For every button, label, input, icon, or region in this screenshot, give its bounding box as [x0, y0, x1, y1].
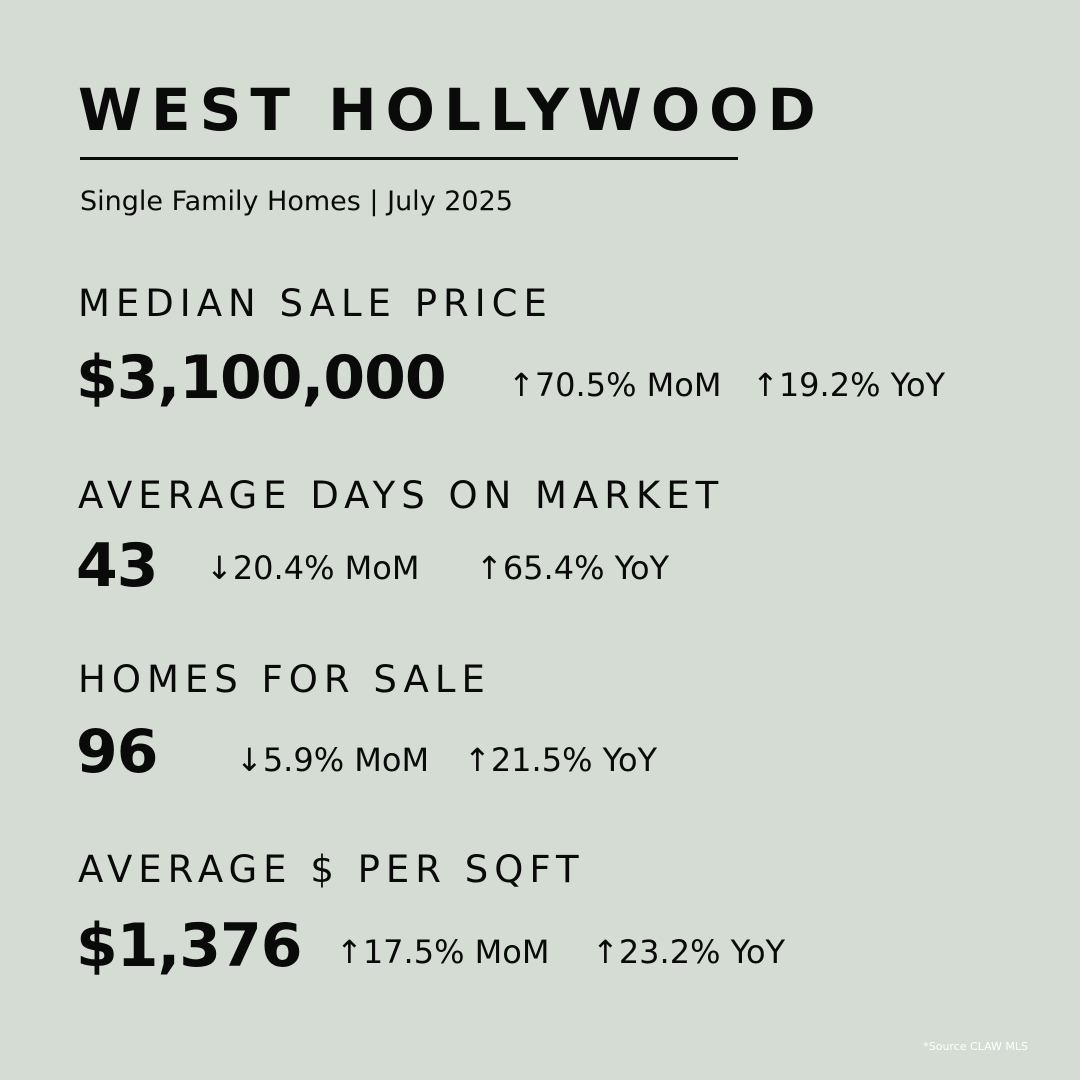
- metric-yoy-homes-for-sale: ↑21.5% YoY: [464, 741, 658, 779]
- page-subtitle: Single Family Homes | July 2025: [80, 186, 513, 217]
- source-note: *Source CLAW MLS: [923, 1040, 1028, 1053]
- metric-mom-average-days-on-market: ↓20.4% MoM: [206, 549, 420, 587]
- metric-label-average-days-on-market: AVERAGE DAYS ON MARKET: [78, 474, 725, 517]
- metric-label-median-sale-price: MEDIAN SALE PRICE: [78, 282, 553, 325]
- metric-value-homes-for-sale: 96: [76, 717, 158, 787]
- metric-label-homes-for-sale: HOMES FOR SALE: [78, 658, 491, 701]
- metric-label-average-price-per-sqft: AVERAGE $ PER SQFT: [78, 848, 585, 891]
- metric-yoy-median-sale-price: ↑19.2% YoY: [752, 366, 946, 404]
- metric-value-median-sale-price: $3,100,000: [76, 343, 447, 413]
- metric-value-average-price-per-sqft: $1,376: [76, 911, 303, 981]
- metric-mom-homes-for-sale: ↓5.9% MoM: [236, 741, 430, 779]
- metric-value-average-days-on-market: 43: [76, 531, 158, 601]
- page-title: WEST HOLLYWOOD: [78, 76, 825, 144]
- metric-yoy-average-days-on-market: ↑65.4% YoY: [476, 549, 670, 587]
- metric-yoy-average-price-per-sqft: ↑23.2% YoY: [592, 933, 786, 971]
- title-divider: [80, 157, 738, 160]
- metric-mom-average-price-per-sqft: ↑17.5% MoM: [336, 933, 550, 971]
- metric-mom-median-sale-price: ↑70.5% MoM: [508, 366, 722, 404]
